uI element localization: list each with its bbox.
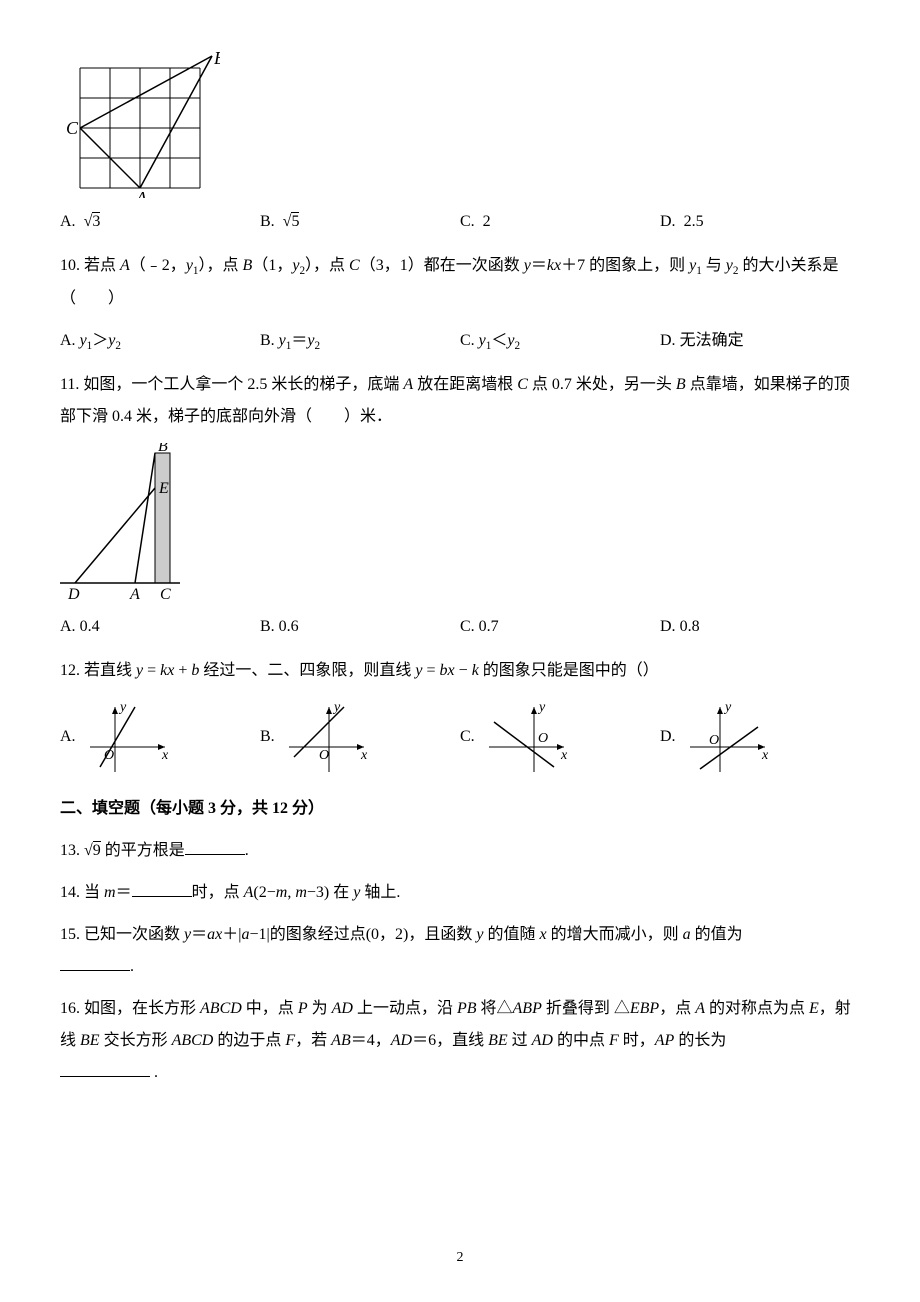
- q10-option-a: A. y1＞y2: [60, 325, 260, 358]
- q12-options: A. y x O B. y x O C.: [60, 697, 860, 777]
- q14-text: 14. 当 m＝时，点 A(2−m, m−3) 在 y 轴上.: [60, 877, 860, 909]
- q12-option-b: B. y x O: [260, 697, 460, 777]
- q13-text: 13. √9 的平方根是.: [60, 835, 860, 867]
- svg-text:x: x: [161, 748, 169, 763]
- section2-title: 二、填空题（每小题 3 分，共 12 分）: [60, 793, 860, 825]
- svg-text:O: O: [319, 748, 329, 763]
- q12-option-a: A. y x O: [60, 697, 260, 777]
- q9-label-b: B: [214, 48, 220, 68]
- q12-text: 12. 若直线 y = kx + b 经过一、二、四象限，则直线 y = bx …: [60, 655, 860, 687]
- q9-option-a: A. √3: [60, 206, 260, 238]
- q9-label-c: C: [66, 118, 79, 138]
- svg-text:B: B: [158, 443, 168, 455]
- q16-text: 16. 如图，在长方形 ABCD 中，点 P 为 AD 上一动点，沿 PB 将△…: [60, 993, 860, 1089]
- svg-text:C: C: [160, 586, 171, 603]
- svg-text:D: D: [67, 586, 80, 603]
- q9-option-c: C. 2: [460, 206, 660, 238]
- q15-blank: [60, 955, 130, 971]
- q11-option-c: C. 0.7: [460, 611, 660, 643]
- q11-svg: B E D A C: [60, 443, 200, 603]
- q11-text: 11. 如图，一个工人拿一个 2.5 米长的梯子，底端 A 放在距离墙根 C 点…: [60, 369, 860, 433]
- svg-text:E: E: [158, 480, 169, 497]
- q10-option-c: C. y1＜y2: [460, 325, 660, 358]
- q10-option-d: D. 无法确定: [660, 325, 860, 358]
- svg-text:y: y: [118, 700, 127, 715]
- q11-options: A. 0.4 B. 0.6 C. 0.7 D. 0.8: [60, 611, 860, 643]
- q11-option-d: D. 0.8: [660, 611, 860, 643]
- svg-text:y: y: [537, 700, 546, 715]
- q12-option-d: D. y x O: [660, 697, 860, 777]
- q9-figure: C A B: [60, 48, 860, 198]
- svg-text:y: y: [723, 700, 732, 715]
- q16-blank: [60, 1061, 150, 1077]
- q12-option-c: C. y x O: [460, 697, 660, 777]
- q11-option-b: B. 0.6: [260, 611, 460, 643]
- q15-text: 15. 已知一次函数 y＝ax＋|a−1|的图象经过点(0，2)，且函数 y 的…: [60, 919, 860, 983]
- q11-figure: B E D A C: [60, 443, 860, 603]
- q14-blank: [132, 881, 192, 897]
- svg-text:x: x: [560, 748, 568, 763]
- svg-text:O: O: [538, 731, 548, 746]
- svg-text:x: x: [761, 748, 769, 763]
- q11-option-a: A. 0.4: [60, 611, 260, 643]
- q9-grid-svg: C A B: [60, 48, 220, 198]
- page-number: 2: [457, 1244, 464, 1272]
- q13-blank: [185, 839, 245, 855]
- svg-text:x: x: [360, 748, 368, 763]
- q9-label-a: A: [135, 188, 148, 198]
- q9-option-d: D. 2.5: [660, 206, 860, 238]
- q10-options: A. y1＞y2 B. y1＝y2 C. y1＜y2 D. 无法确定: [60, 325, 860, 358]
- q10-text: 10. 若点 A（﹣2，y1），点 B（1，y2），点 C（3，1）都在一次函数…: [60, 250, 860, 315]
- q9-option-b: B. √5: [260, 206, 460, 238]
- svg-text:O: O: [709, 733, 719, 748]
- q10-option-b: B. y1＝y2: [260, 325, 460, 358]
- svg-text:y: y: [332, 700, 341, 715]
- q9-options: A. √3 B. √5 C. 2 D. 2.5: [60, 206, 860, 238]
- svg-text:A: A: [129, 586, 140, 603]
